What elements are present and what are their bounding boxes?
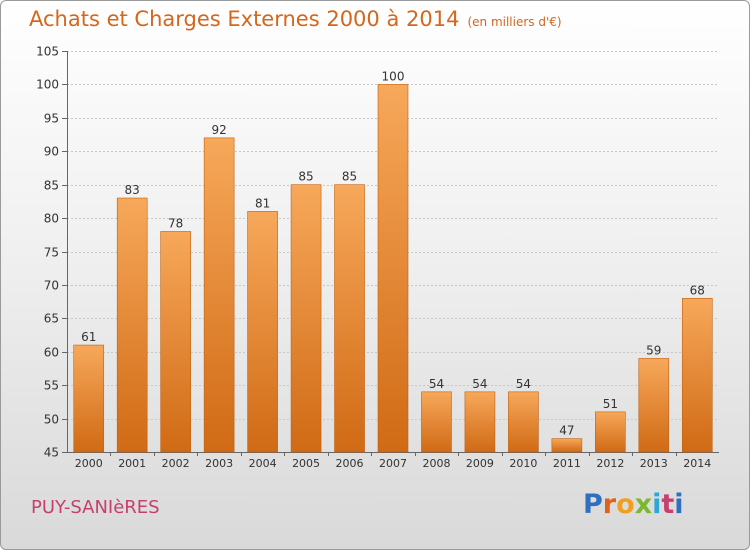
y-tick-label: 105	[36, 45, 59, 59]
y-tick-label: 100	[36, 78, 59, 92]
x-tick-label: 2001	[118, 457, 146, 470]
data-label: 61	[81, 330, 96, 344]
data-label: 54	[516, 377, 531, 391]
y-tick-label: 80	[44, 212, 59, 226]
y-tick-label: 55	[44, 379, 59, 393]
logo-letter: x	[634, 489, 653, 520]
x-tick-label: 2008	[422, 457, 450, 470]
x-tick-label: 2009	[466, 457, 494, 470]
x-tick-label: 2000	[75, 457, 103, 470]
proxiti-logo: Proxiti	[583, 489, 684, 520]
data-labels: 61 83 78 92 81 85 85 100 54 54 54 47 51 59 68	[81, 69, 705, 437]
data-label: 54	[429, 377, 444, 391]
bar	[638, 358, 670, 453]
data-label: 47	[559, 424, 574, 438]
data-label: 85	[342, 170, 357, 184]
x-tick-label: 2004	[249, 457, 277, 470]
data-label: 100	[382, 69, 405, 83]
chart-subtitle: (en milliers d'€)	[467, 15, 562, 29]
bar	[681, 297, 713, 453]
y-tick-label: 70	[44, 279, 59, 293]
data-label: 78	[168, 216, 183, 230]
logo-letter: i	[674, 489, 684, 520]
bar	[595, 411, 626, 453]
axes: 45 50 55 60 65 70 75 80 85 90 95 100 105 2000 2001 2002…	[36, 45, 719, 470]
data-label: 51	[603, 397, 618, 411]
data-label: 92	[211, 123, 226, 137]
data-label: 85	[298, 170, 313, 184]
data-label: 81	[255, 196, 270, 210]
data-label: 83	[125, 183, 140, 197]
logo-letter: o	[616, 489, 635, 520]
bar	[73, 344, 105, 453]
bar	[160, 231, 191, 453]
bar	[290, 184, 322, 453]
bar	[551, 438, 583, 453]
x-tick-label: 2002	[162, 457, 190, 470]
logo-letter: t	[661, 489, 675, 520]
data-label: 68	[690, 283, 705, 297]
logo-letter: P	[583, 489, 603, 520]
y-tick-label: 75	[44, 246, 59, 260]
x-tick-label: 2011	[553, 457, 581, 470]
logo-letter: i	[652, 489, 662, 520]
bars	[73, 84, 713, 453]
bar	[116, 197, 148, 453]
data-label: 59	[646, 343, 661, 357]
bar	[508, 391, 539, 453]
y-tick-label: 60	[44, 346, 59, 360]
bar	[464, 391, 496, 453]
y-tick-label: 50	[44, 413, 59, 427]
x-tick-label: 2012	[596, 457, 624, 470]
town-name: PUY-SANIèRES	[31, 497, 160, 518]
x-tick-label: 2013	[640, 457, 668, 470]
data-label: 54	[472, 377, 487, 391]
x-tick-label: 2005	[292, 457, 320, 470]
y-tick-label: 95	[44, 112, 59, 126]
x-tick-label: 2007	[379, 457, 407, 470]
bar	[203, 137, 235, 453]
bar	[247, 211, 278, 453]
logo-letter: r	[602, 489, 617, 520]
bar	[334, 184, 365, 453]
y-tick-label: 90	[44, 145, 59, 159]
x-tick-label: 2006	[336, 457, 364, 470]
chart-title: Achats et Charges Externes 2000 à 2014 (e…	[29, 7, 562, 31]
bar	[377, 84, 409, 453]
y-tick-label: 65	[44, 312, 59, 326]
y-tick-label: 85	[44, 179, 59, 193]
y-tick-label: 45	[44, 446, 59, 460]
x-tick-label: 2003	[205, 457, 233, 470]
x-tick-label: 2014	[683, 457, 711, 470]
x-tick-label: 2010	[509, 457, 537, 470]
bar	[421, 391, 452, 453]
chart-title-text: Achats et Charges Externes 2000 à 2014	[29, 7, 460, 31]
